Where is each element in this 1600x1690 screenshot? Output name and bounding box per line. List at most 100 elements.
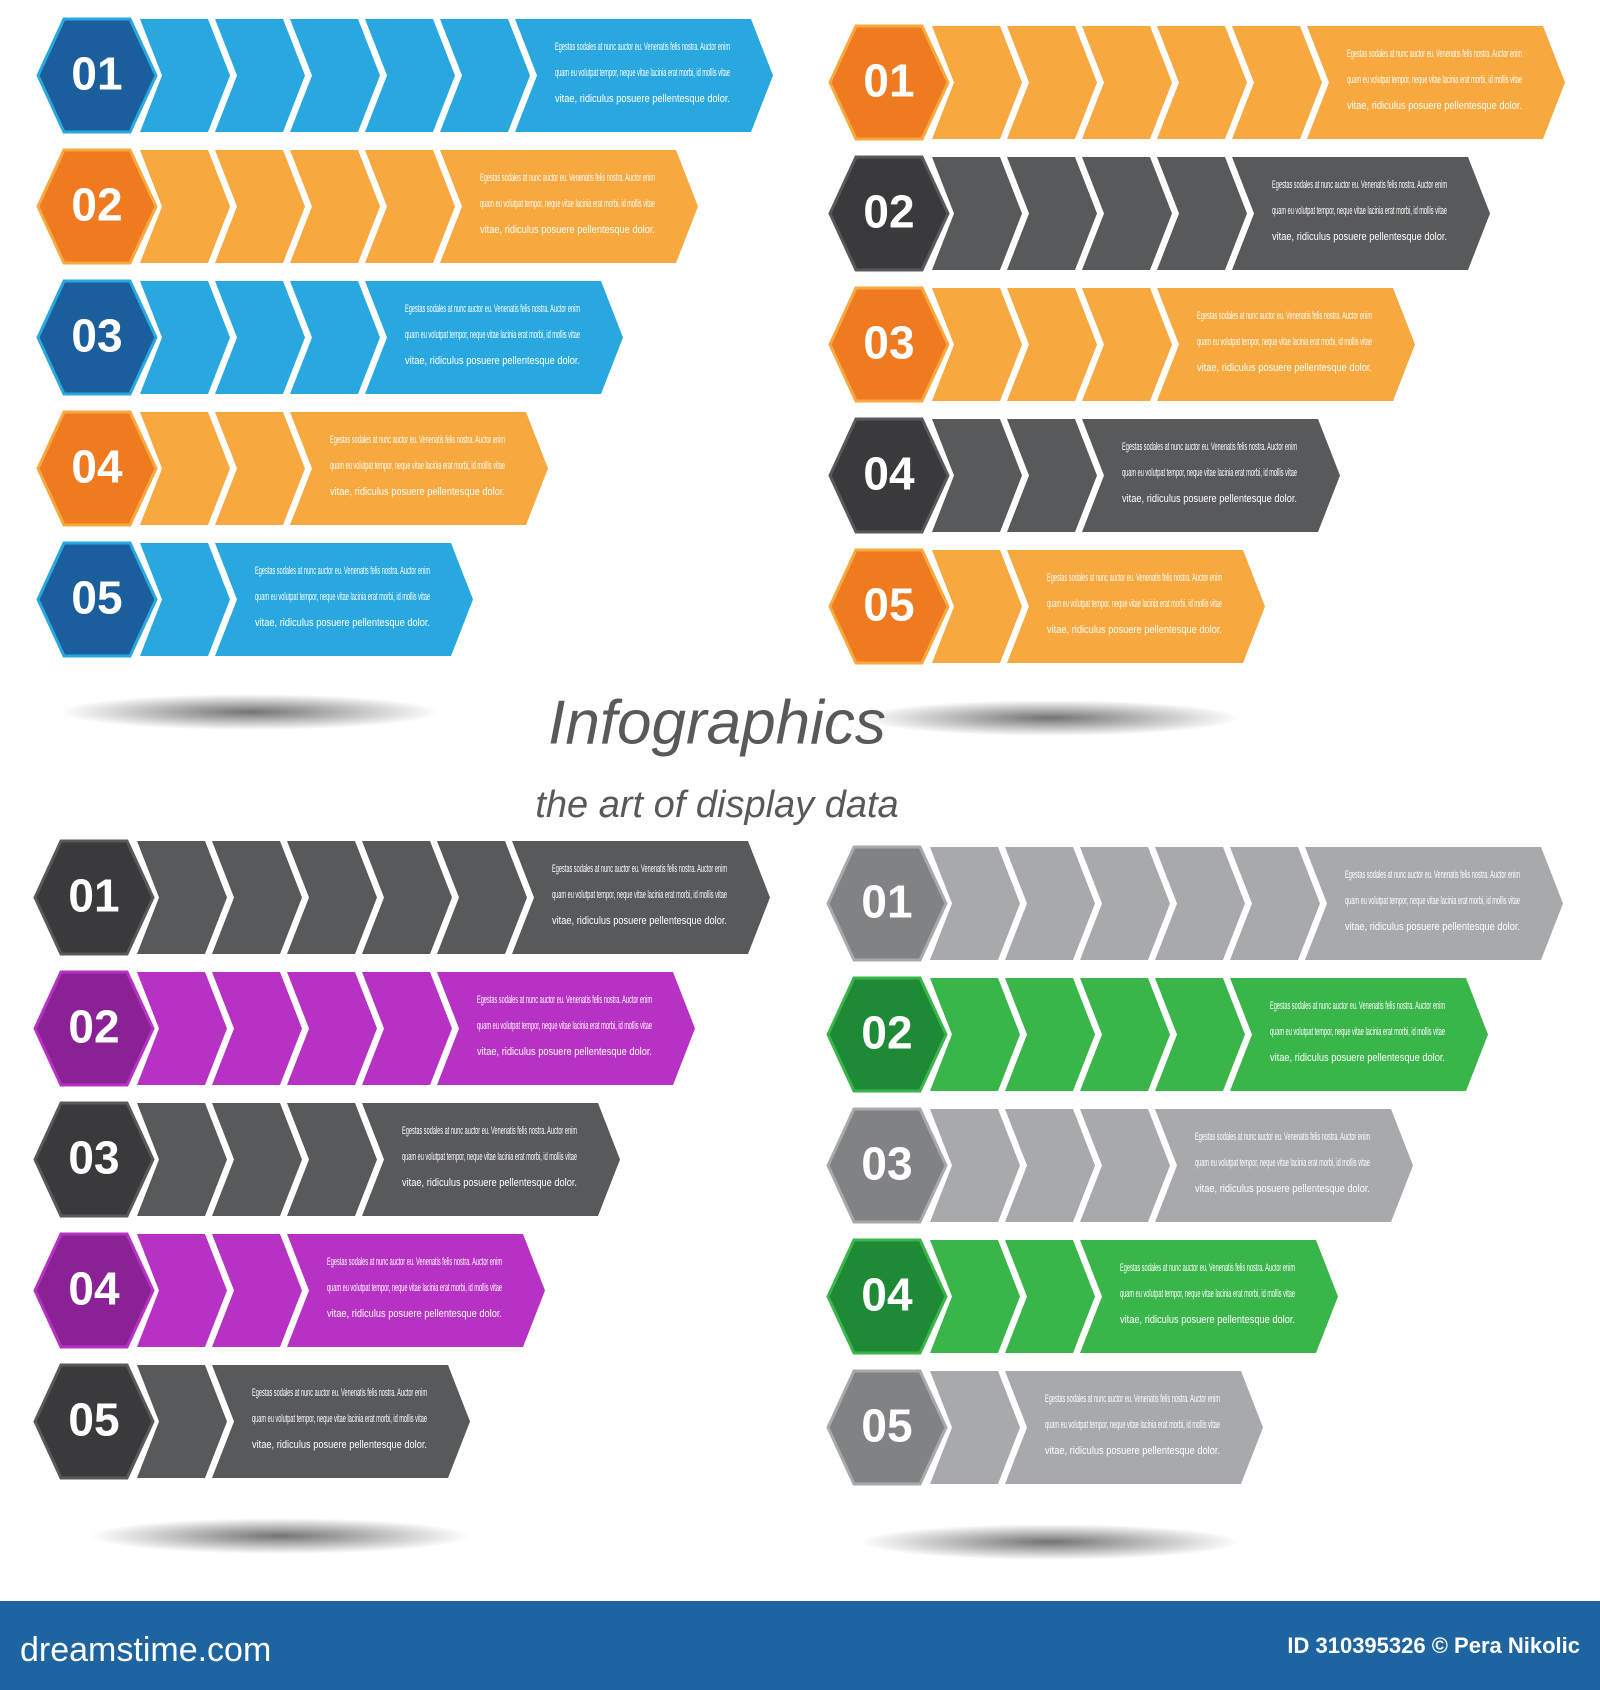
item-text: Egestas sodales at nunc auctor eu. Venen… — [1270, 1000, 1445, 1012]
chevron — [140, 543, 230, 656]
item-text: quam eu volutpat tempor, neque vitae lac… — [255, 591, 430, 603]
chevron — [365, 150, 455, 263]
chevron — [932, 550, 1022, 663]
item-text: Egestas sodales at nunc auctor eu. Venen… — [1345, 869, 1520, 881]
chevron — [1005, 1240, 1095, 1353]
item-text: Egestas sodales at nunc auctor eu. Venen… — [327, 1256, 502, 1268]
item-number: 05 — [863, 579, 914, 631]
chevron — [932, 419, 1022, 532]
chevron — [137, 1365, 227, 1478]
item-text: Egestas sodales at nunc auctor eu. Venen… — [1347, 48, 1522, 60]
item-text: quam eu volutpat tempor, neque vitae lac… — [1270, 1026, 1445, 1038]
chevron — [137, 841, 227, 954]
chevron — [1082, 26, 1172, 139]
hexagon — [33, 970, 155, 1087]
item-text: Egestas sodales at nunc auctor eu. Venen… — [1272, 179, 1447, 191]
item-text: Egestas sodales at nunc auctor eu. Venen… — [1197, 310, 1372, 322]
item-text: quam eu volutpat tempor, neque vitae lac… — [480, 198, 655, 210]
chevron — [137, 972, 227, 1085]
subtitle: the art of display data — [535, 784, 898, 826]
chevron — [1157, 26, 1247, 139]
item-text: quam eu volutpat tempor, neque vitae lac… — [477, 1020, 652, 1032]
item-text: quam eu volutpat tempor, neque vitae lac… — [405, 329, 580, 341]
text-arrow — [362, 1103, 620, 1216]
item-text: vitae, ridiculus posuere pellentesque do… — [555, 93, 730, 105]
hexagon — [36, 410, 158, 527]
text-arrow — [215, 543, 473, 656]
chevron — [932, 288, 1022, 401]
chevron — [1232, 26, 1322, 139]
footer-credit: ID 310395326 © Pera Nikolic — [1287, 1633, 1580, 1658]
item-number: 04 — [68, 1263, 120, 1315]
item-text: vitae, ridiculus posuere pellentesque do… — [1347, 100, 1522, 112]
chevron — [1080, 978, 1170, 1091]
text-arrow — [212, 1365, 470, 1478]
hexagon — [828, 417, 950, 534]
item-number: 02 — [68, 1001, 119, 1053]
item-text: vitae, ridiculus posuere pellentesque do… — [327, 1308, 502, 1320]
footer-site: dreamstime.com — [20, 1631, 271, 1669]
row: Egestas sodales at nunc auctor eu. Venen… — [828, 548, 1265, 665]
text-arrow — [440, 150, 698, 263]
item-text: Egestas sodales at nunc auctor eu. Venen… — [402, 1125, 577, 1137]
chevron — [1157, 157, 1247, 270]
chevron — [1007, 157, 1097, 270]
chevron — [930, 1240, 1020, 1353]
hexagon — [33, 1232, 155, 1349]
hexagon — [826, 1238, 948, 1355]
hexagon — [826, 845, 948, 962]
row: Egestas sodales at nunc auctor eu. Venen… — [826, 976, 1488, 1093]
chevron — [1155, 978, 1245, 1091]
item-text: Egestas sodales at nunc auctor eu. Venen… — [477, 994, 652, 1006]
item-text: quam eu volutpat tempor, neque vitae lac… — [1047, 598, 1222, 610]
item-text: quam eu volutpat tempor, neque vitae lac… — [330, 460, 505, 472]
text-arrow — [365, 281, 623, 394]
text-arrow — [1232, 157, 1490, 270]
item-text: Egestas sodales at nunc auctor eu. Venen… — [555, 41, 730, 53]
text-arrow — [1080, 1240, 1338, 1353]
item-number: 02 — [863, 186, 914, 238]
panel: Egestas sodales at nunc auctor eu. Venen… — [33, 839, 770, 1480]
text-arrow — [290, 412, 548, 525]
item-text: quam eu volutpat tempor, neque vitae lac… — [327, 1282, 502, 1294]
item-text: Egestas sodales at nunc auctor eu. Venen… — [255, 565, 430, 577]
item-number: 04 — [863, 448, 915, 500]
shadow — [860, 700, 1240, 736]
text-arrow — [512, 841, 770, 954]
item-number: 05 — [68, 1394, 119, 1446]
chevron — [1080, 1109, 1170, 1222]
panel: Egestas sodales at nunc auctor eu. Venen… — [36, 17, 773, 658]
chevron — [215, 281, 305, 394]
hexagon — [828, 24, 950, 141]
item-number: 05 — [71, 572, 122, 624]
text-arrow — [1305, 847, 1563, 960]
chevron — [290, 281, 380, 394]
row: Egestas sodales at nunc auctor eu. Venen… — [33, 1101, 620, 1218]
row: Egestas sodales at nunc auctor eu. Venen… — [826, 1107, 1413, 1224]
chevron — [140, 19, 230, 132]
row: Egestas sodales at nunc auctor eu. Venen… — [33, 1363, 470, 1480]
row: Egestas sodales at nunc auctor eu. Venen… — [36, 17, 773, 134]
shadow — [60, 694, 440, 730]
chevron — [215, 412, 305, 525]
title: Infographics — [548, 688, 886, 757]
chevron — [1005, 847, 1095, 960]
row: Egestas sodales at nunc auctor eu. Venen… — [36, 148, 698, 265]
hexagon — [826, 1107, 948, 1224]
text-arrow — [1307, 26, 1565, 139]
item-text: quam eu volutpat tempor, neque vitae lac… — [552, 889, 727, 901]
row: Egestas sodales at nunc auctor eu. Venen… — [36, 541, 473, 658]
chevron — [1080, 847, 1170, 960]
chevron — [1007, 26, 1097, 139]
item-text: vitae, ridiculus posuere pellentesque do… — [255, 617, 430, 629]
text-arrow — [1007, 550, 1265, 663]
row: Egestas sodales at nunc auctor eu. Venen… — [828, 155, 1490, 272]
item-text: vitae, ridiculus posuere pellentesque do… — [552, 915, 727, 927]
text-arrow — [437, 972, 695, 1085]
item-text: Egestas sodales at nunc auctor eu. Venen… — [1045, 1393, 1220, 1405]
chevron — [215, 150, 305, 263]
chevron — [212, 972, 302, 1085]
item-text: Egestas sodales at nunc auctor eu. Venen… — [405, 303, 580, 315]
chevron — [287, 972, 377, 1085]
chevron — [1007, 419, 1097, 532]
